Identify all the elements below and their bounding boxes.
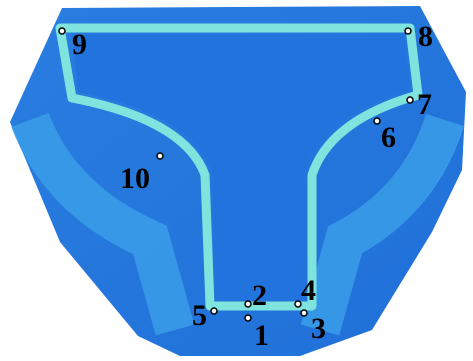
point-marker (157, 153, 163, 159)
point-marker (211, 308, 217, 314)
point-marker (407, 97, 413, 103)
figure: 1 2 3 4 5 67 8 9 10 (0, 0, 473, 361)
point-label: 5 (192, 299, 207, 332)
point-marker (245, 315, 251, 321)
point-label: 8 (418, 20, 433, 53)
point-label: 9 (72, 28, 87, 61)
point-label: 7 (417, 88, 432, 121)
point-marker (245, 301, 251, 307)
point-marker (374, 118, 380, 124)
point-label: 4 (301, 274, 316, 307)
page: {"points": [ {"label": "1"}, {"label": "… (0, 0, 473, 361)
point-label: 6 (381, 121, 396, 154)
point-label: 3 (311, 312, 326, 345)
point-marker (59, 28, 65, 34)
point-marker (301, 310, 307, 316)
point-marker (405, 28, 411, 34)
point-label: 1 (254, 319, 269, 352)
point-label: 10 (120, 162, 150, 195)
point-label: 2 (252, 279, 267, 312)
